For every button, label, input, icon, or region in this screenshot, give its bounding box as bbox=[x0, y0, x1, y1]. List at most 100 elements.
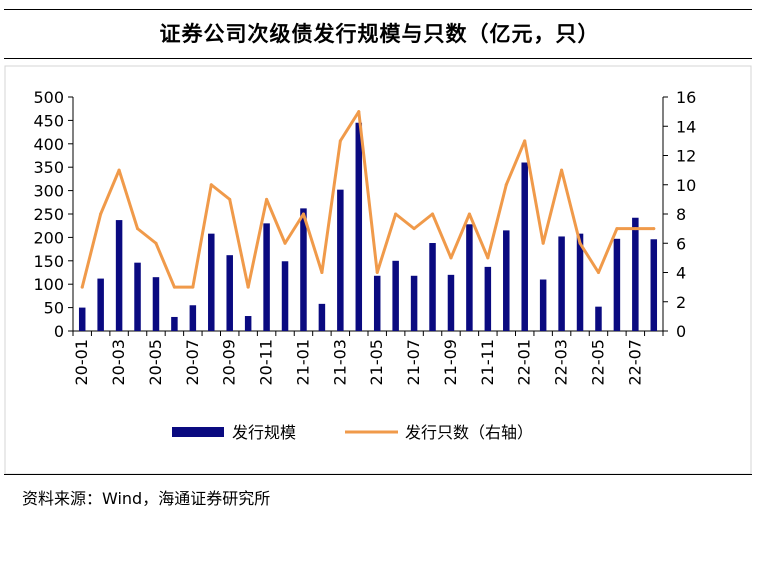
bar bbox=[595, 306, 602, 331]
legend-line-label: 发行只数（右轴） bbox=[405, 423, 533, 442]
bar bbox=[373, 275, 381, 331]
x-tick-label: 21-01 bbox=[293, 339, 312, 386]
left-tick-label: 300 bbox=[33, 182, 64, 201]
bar bbox=[152, 277, 160, 331]
right-tick-label: 16 bbox=[676, 88, 696, 107]
bar bbox=[226, 255, 233, 331]
left-tick-label: 400 bbox=[33, 135, 64, 154]
line-point bbox=[301, 212, 305, 216]
bar bbox=[613, 238, 621, 331]
bar bbox=[410, 275, 418, 331]
right-tick-label: 6 bbox=[676, 234, 686, 253]
x-tick-label: 22-01 bbox=[515, 339, 534, 386]
line-point bbox=[136, 227, 140, 231]
bar bbox=[337, 189, 344, 331]
line-point bbox=[99, 212, 103, 216]
x-tick-label: 21-03 bbox=[330, 339, 349, 386]
line-point bbox=[117, 168, 121, 172]
left-tick-label: 500 bbox=[33, 88, 64, 107]
right-tick-label: 0 bbox=[676, 322, 686, 341]
left-tick-label: 50 bbox=[44, 299, 64, 318]
line-point bbox=[265, 197, 269, 201]
x-tick-label: 20-09 bbox=[220, 339, 239, 386]
line-point bbox=[209, 183, 213, 187]
bar bbox=[392, 260, 399, 331]
bar bbox=[466, 224, 473, 331]
title-rule bbox=[4, 58, 752, 59]
line-point bbox=[191, 285, 195, 289]
bar-series bbox=[78, 122, 658, 332]
bar bbox=[189, 305, 197, 331]
x-tick-label: 20-11 bbox=[257, 339, 276, 386]
right-tick-label: 10 bbox=[676, 176, 696, 195]
x-tick-label: 21-05 bbox=[367, 339, 386, 386]
line-point bbox=[338, 139, 342, 143]
bar bbox=[521, 162, 528, 331]
bar bbox=[503, 230, 510, 331]
bar bbox=[429, 243, 436, 331]
x-tick-label: 20-05 bbox=[146, 339, 165, 386]
x-tick-label: 20-07 bbox=[183, 339, 202, 386]
left-tick-label: 100 bbox=[33, 275, 64, 294]
line-point bbox=[228, 197, 232, 201]
bar bbox=[134, 262, 141, 331]
x-tick-label: 21-07 bbox=[404, 339, 423, 386]
line-series bbox=[80, 110, 656, 289]
left-tick-label: 200 bbox=[33, 228, 64, 247]
bar bbox=[171, 316, 178, 331]
line-point bbox=[246, 285, 250, 289]
right-tick-label: 4 bbox=[676, 264, 686, 283]
line-point bbox=[375, 271, 379, 274]
bar bbox=[558, 236, 565, 331]
line-point bbox=[615, 227, 619, 231]
bar bbox=[650, 239, 658, 331]
right-axis: 0 2 4 6 8 10 12 14 16 bbox=[662, 88, 696, 341]
series-line bbox=[80, 110, 656, 289]
line-point bbox=[578, 241, 582, 245]
line-point bbox=[541, 241, 545, 245]
line-point bbox=[523, 139, 527, 143]
bar bbox=[244, 316, 252, 331]
right-tick-label: 2 bbox=[676, 293, 686, 312]
bar bbox=[539, 279, 547, 331]
bar bbox=[632, 217, 639, 331]
bar bbox=[208, 233, 215, 331]
line-point bbox=[596, 271, 600, 274]
line-point bbox=[467, 212, 471, 216]
line-point bbox=[154, 241, 158, 245]
bar bbox=[484, 266, 492, 331]
bar bbox=[355, 122, 363, 332]
legend: 发行规模 发行只数（右轴） bbox=[172, 423, 533, 442]
line-point bbox=[652, 227, 656, 231]
line-point bbox=[504, 183, 508, 187]
left-tick-label: 150 bbox=[33, 252, 64, 271]
left-tick-label: 250 bbox=[33, 205, 64, 224]
bar bbox=[576, 233, 584, 331]
line-point bbox=[80, 285, 84, 289]
source-note: 资料来源：Wind，海通证券研究所 bbox=[22, 489, 271, 508]
right-tick-label: 8 bbox=[676, 205, 686, 224]
x-tick-label: 20-03 bbox=[109, 339, 128, 386]
right-tick-label: 14 bbox=[676, 117, 696, 136]
right-tick-label: 12 bbox=[676, 147, 696, 166]
bar bbox=[281, 261, 289, 331]
x-axis: 20-01 20-03 20-05 20-07 20-09 20-11 21-01 21-03… bbox=[72, 330, 664, 386]
line-point bbox=[449, 256, 453, 260]
left-tick-label: 350 bbox=[33, 158, 64, 177]
line-point bbox=[431, 212, 435, 216]
x-tick-label: 21-11 bbox=[478, 339, 497, 386]
x-tick-label: 21-09 bbox=[441, 339, 460, 386]
line-point bbox=[633, 227, 637, 231]
left-axis: 0 50 100 150 200 250 300 350 400 450 500 bbox=[33, 88, 74, 341]
x-tick-label: 22-07 bbox=[625, 339, 644, 386]
line-point bbox=[486, 256, 490, 260]
x-tick-label: 20-01 bbox=[72, 339, 91, 386]
bar bbox=[263, 223, 270, 331]
bar bbox=[78, 307, 86, 331]
source-rule bbox=[4, 474, 752, 475]
legend-bar-label: 发行规模 bbox=[232, 423, 296, 442]
chart-title: 证券公司次级债发行规模与只数（亿元，只） bbox=[159, 21, 600, 46]
bar bbox=[300, 208, 307, 331]
line-point bbox=[560, 168, 564, 172]
